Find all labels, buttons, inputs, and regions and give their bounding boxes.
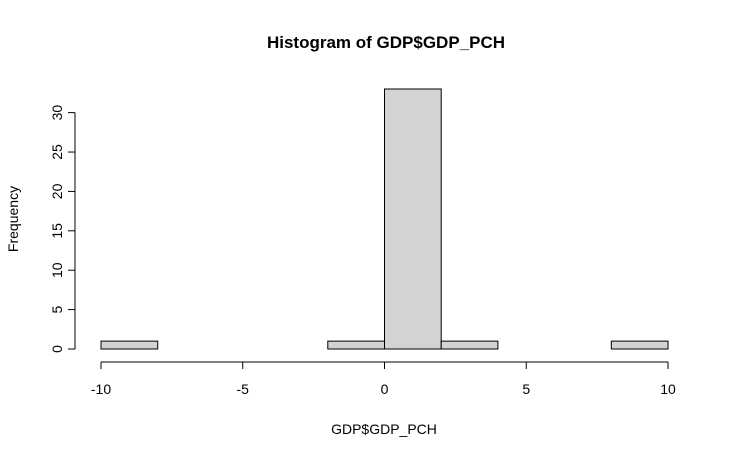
y-tick-label: 25	[49, 144, 65, 160]
x-tick-label: 5	[522, 381, 530, 397]
histogram-bar-4	[327, 340, 385, 350]
histogram-bar-6	[440, 340, 499, 350]
y-tick-label: 0	[49, 345, 65, 353]
histogram-bars	[100, 88, 669, 350]
x-tick-label: -10	[91, 381, 111, 397]
x-tick-label: 10	[660, 381, 676, 397]
chart-title: Histogram of GDP$GDP_PCH	[267, 33, 505, 52]
x-tick-label: -5	[237, 381, 250, 397]
y-tick-label: 10	[49, 262, 65, 278]
histogram-bar-9	[610, 340, 669, 350]
y-tick-label: 20	[49, 183, 65, 199]
histogram-bar-0	[100, 340, 159, 350]
x-axis: -10 -5 0 5 10	[91, 361, 676, 397]
y-tick-label: 30	[49, 105, 65, 121]
y-axis-label: Frequency	[5, 186, 21, 252]
y-axis: 0 5 10 15 20 25 30	[49, 105, 76, 353]
y-tick-label: 15	[49, 223, 65, 239]
x-tick-label: 0	[381, 381, 389, 397]
y-tick-label: 5	[49, 306, 65, 314]
x-axis-label: GDP$GDP_PCH	[331, 421, 437, 437]
histogram-bar-5	[384, 88, 442, 350]
